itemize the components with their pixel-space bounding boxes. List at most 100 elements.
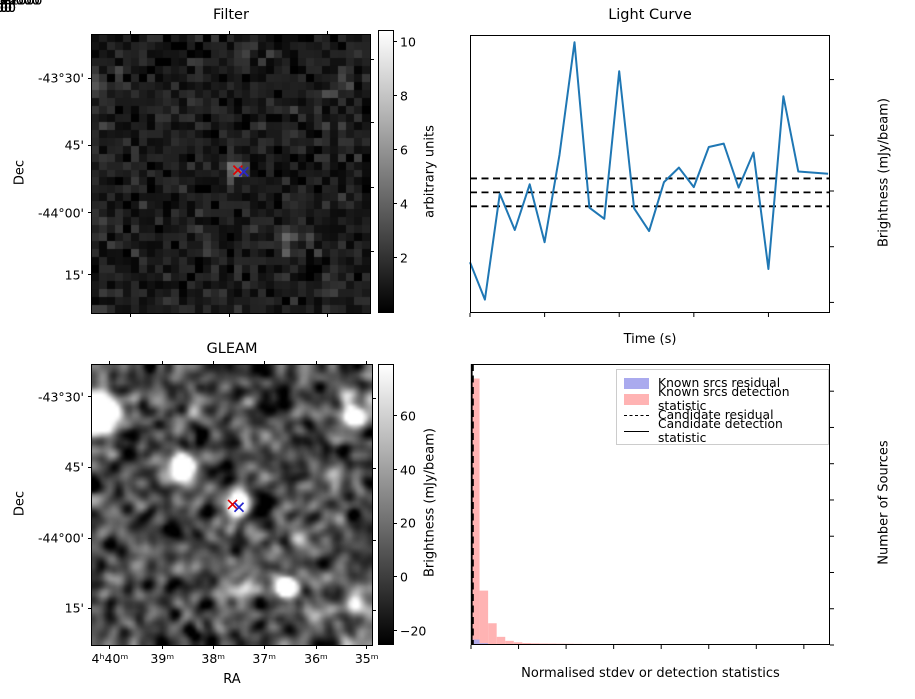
x-tick-mark [315, 645, 317, 649]
y-tick-mark [88, 274, 92, 276]
time-tick-label: 0 [0, 0, 4, 15]
stdev-tick-label: 600 [0, 0, 12, 15]
y-tick-mark [372, 468, 376, 470]
gleam-ylabel: Dec [12, 490, 28, 517]
axes-frame [470, 35, 830, 313]
y-tick-mark [88, 144, 92, 146]
colorbar-tick-label: 4 [400, 196, 408, 212]
legend-swatch [624, 414, 649, 416]
y-tick-mark [88, 212, 92, 214]
stdev-tick-label: 800 [0, 0, 12, 15]
x-tick-mark [228, 31, 230, 35]
x-tick-mark [130, 31, 132, 35]
legend-label: Candidate residual [658, 408, 774, 422]
dec-tick-label: -43°30' [37, 70, 84, 86]
x-tick-mark [366, 361, 368, 365]
legend: Known srcs residual Known srcs detection … [616, 369, 829, 445]
colorbar-tick-label: 2 [400, 250, 408, 266]
x-tick-mark [263, 645, 265, 649]
stdev-tick-label: 1200 [0, 0, 16, 15]
colorbar-tick-label: 40 [400, 462, 416, 478]
gleam-markers-overlay [227, 499, 245, 513]
x-tick-mark [366, 645, 368, 649]
legend-item: Known srcs detection statistic [624, 385, 821, 413]
y-tick-mark [370, 186, 374, 188]
dec-tick-label: 45' [64, 459, 84, 475]
hist-bar [496, 636, 506, 645]
known-source-marker [238, 166, 249, 177]
legend-swatch [624, 393, 649, 405]
hist-bar [505, 640, 514, 645]
stdev-tick-label: 1400 [0, 0, 16, 15]
colorbar-tick-label: 0 [400, 569, 408, 585]
gleam-colorbar [378, 364, 394, 645]
brightness-tick-label: 1000 [0, 0, 32, 8]
gleam-image-panel [88, 361, 376, 649]
dec-tick-label: -43°30' [37, 389, 84, 405]
brightness-tick-label: −1000 [0, 0, 43, 8]
x-tick-mark [327, 313, 329, 317]
y-tick-mark [370, 251, 374, 253]
time-axis-label: Time (s) [623, 332, 677, 347]
x-tick-mark [109, 361, 111, 365]
legend-label: Known srcs detection statistic [658, 385, 790, 413]
x-tick-mark [161, 645, 163, 649]
brightness-tick-label: 2000 [0, 0, 32, 8]
hist-bar [488, 623, 497, 645]
colorbar-tick-mark [393, 203, 397, 205]
legend-item: Candidate detection statistic [624, 417, 821, 445]
colorbar-tick-label: −20 [400, 623, 427, 639]
dec-tick-label: 45' [64, 137, 84, 153]
stdev-tick-label: 400 [0, 0, 12, 15]
y-tick-mark [88, 537, 92, 539]
y-tick-mark [372, 609, 376, 611]
legend-label: Known srcs residual [658, 376, 781, 390]
dec-tick-label: -44°00' [37, 205, 84, 221]
legend-label: Candidate detection statistic [658, 417, 783, 445]
colorbar-tick-mark [393, 257, 397, 259]
gleam-title: GLEAM [206, 341, 258, 357]
x-tick-mark [263, 361, 265, 365]
colorbar-tick-mark [393, 630, 397, 632]
y-tick-mark [88, 396, 92, 398]
time-tick-label: 80 [0, 0, 8, 15]
ra-tick-label: 38ᵐ [201, 651, 226, 666]
stdev-tick-label: 1000 [0, 0, 16, 15]
y-tick-mark [88, 77, 92, 79]
known-source-marker [233, 502, 245, 513]
brightness-axis-label: Brightness (mJy/beam) [876, 98, 892, 247]
x-tick-mark [130, 313, 132, 317]
dec-tick-label: -44°00' [37, 530, 84, 546]
filter-title: Filter [213, 7, 249, 23]
hist-bar [479, 590, 489, 645]
stdev-tick-label: 0 [0, 0, 4, 15]
colorbar-tick-mark [393, 415, 397, 417]
sources-tick-label: 4000 [0, 0, 32, 8]
y-tick-mark [370, 58, 374, 60]
light-curve-line [469, 41, 829, 301]
brightness-tick-label: −2000 [0, 0, 43, 8]
ra-axis-label: RA [223, 672, 241, 687]
x-tick-mark [228, 313, 230, 317]
y-tick-mark [88, 466, 92, 468]
colorbar-tick-label: 10 [400, 34, 416, 50]
sources-tick-label: 0 [0, 0, 8, 8]
filter-colorbar-label: arbitrary units [422, 125, 438, 218]
y-tick-mark [88, 607, 92, 609]
x-tick-mark [109, 645, 111, 649]
y-tick-mark [372, 539, 376, 541]
gleam-colorbar-label: Brightness (mJy/beam) [422, 428, 438, 577]
colorbar-tick-mark [393, 576, 397, 578]
sources-tick-label: 12000 [0, 0, 40, 8]
stdev-tick-label: 200 [0, 0, 12, 15]
hist-bar [513, 642, 523, 645]
axes-frame [471, 364, 830, 645]
colorbar-tick-mark [393, 469, 397, 471]
y-tick-mark [370, 121, 374, 123]
sources-axis-label: Number of Sources [876, 440, 892, 565]
dec-tick-label: 15' [64, 267, 84, 283]
candidate-marker [232, 165, 244, 176]
filter-ylabel: Dec [12, 159, 28, 186]
ra-tick-label: 37ᵐ [252, 651, 277, 666]
